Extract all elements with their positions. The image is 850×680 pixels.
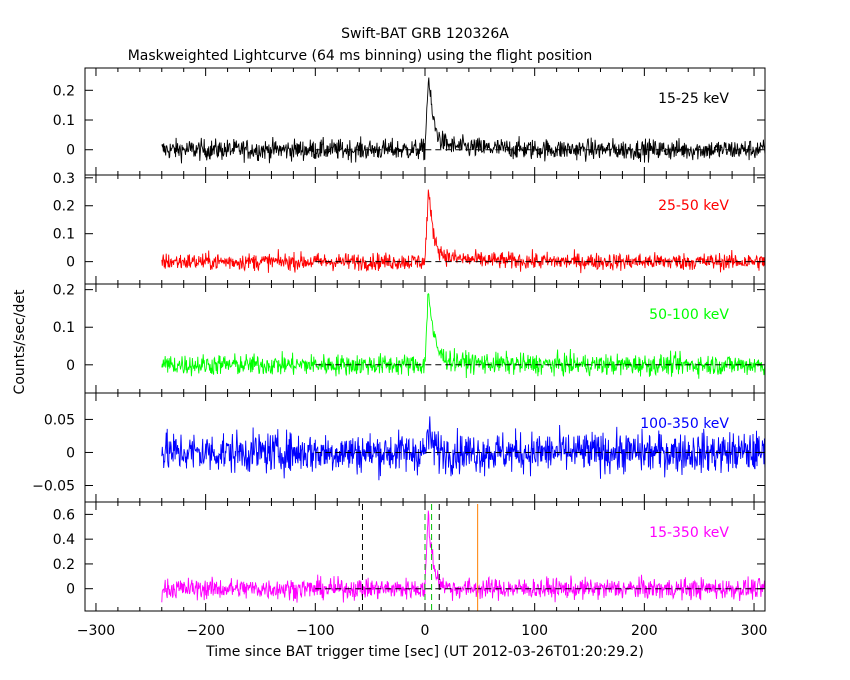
x-tick-label-2: −100	[296, 623, 334, 639]
band-label-2: 50-100 keV	[649, 307, 729, 323]
chart-subtitle: Maskweighted Lightcurve (64 ms binning) …	[128, 48, 593, 64]
x-tick-label-1: −200	[186, 623, 224, 639]
y-tick-label-0-2: 0.2	[53, 83, 75, 99]
chart-title: Swift-BAT GRB 120326A	[341, 26, 509, 42]
band-label-0: 15-25 keV	[658, 91, 729, 107]
panel-frame-2	[84, 283, 766, 394]
x-axis-label: Time since BAT trigger time [sec] (UT 20…	[205, 644, 644, 660]
lightcurve-series-1	[161, 189, 766, 274]
band-label-3: 100-350 keV	[640, 416, 729, 432]
y-tick-label-4-2: 0.4	[53, 532, 75, 548]
lightcurve-series-2	[161, 292, 766, 379]
x-tick-label-3: 0	[421, 623, 430, 639]
y-tick-label-3-1: 0	[66, 445, 75, 461]
y-tick-label-1-3: 0.3	[53, 171, 75, 187]
y-tick-label-2-1: 0.1	[53, 320, 75, 336]
x-tick-label-5: 200	[631, 623, 658, 639]
panel-0: 0 0.1 0.2 15-25 keV	[53, 67, 766, 176]
y-tick-label-3-2: 0.05	[44, 412, 75, 428]
x-tick-label-6: 300	[741, 623, 768, 639]
y-tick-label-0-0: 0	[66, 143, 75, 159]
y-tick-label-3-0: −0.05	[32, 478, 75, 494]
y-tick-label-2-2: 0.2	[53, 283, 75, 299]
y-tick-label-1-0: 0	[66, 255, 75, 271]
lightcurve-series-4	[161, 510, 766, 603]
y-tick-label-2-0: 0	[66, 358, 75, 374]
panel-4: 0 0.2 0.4 0.6 15-350 keV	[53, 501, 766, 612]
panel-1: 0 0.1 0.2 0.3 25-50 keV	[53, 171, 766, 285]
lightcurve-series-3	[161, 416, 766, 481]
y-tick-label-0-1: 0.1	[53, 113, 75, 129]
x-tick-label-4: 100	[521, 623, 548, 639]
band-label-1: 25-50 keV	[658, 198, 729, 214]
x-tick-label-0: −300	[77, 623, 115, 639]
y-tick-label-1-1: 0.1	[53, 227, 75, 243]
panel-2: 0 0.1 0.2 50-100 keV	[53, 283, 766, 394]
lightcurve-series-0	[161, 77, 766, 164]
band-label-4: 15-350 keV	[649, 525, 729, 541]
y-tick-label-4-1: 0.2	[53, 557, 75, 573]
panel-3: −0.05 0 0.05 100-350 keV	[32, 392, 766, 503]
y-tick-label-1-2: 0.2	[53, 199, 75, 215]
y-tick-label-4-0: 0	[66, 582, 75, 598]
y-tick-label-4-3: 0.6	[53, 507, 75, 523]
y-axis-label: Counts/sec/det	[12, 289, 28, 394]
